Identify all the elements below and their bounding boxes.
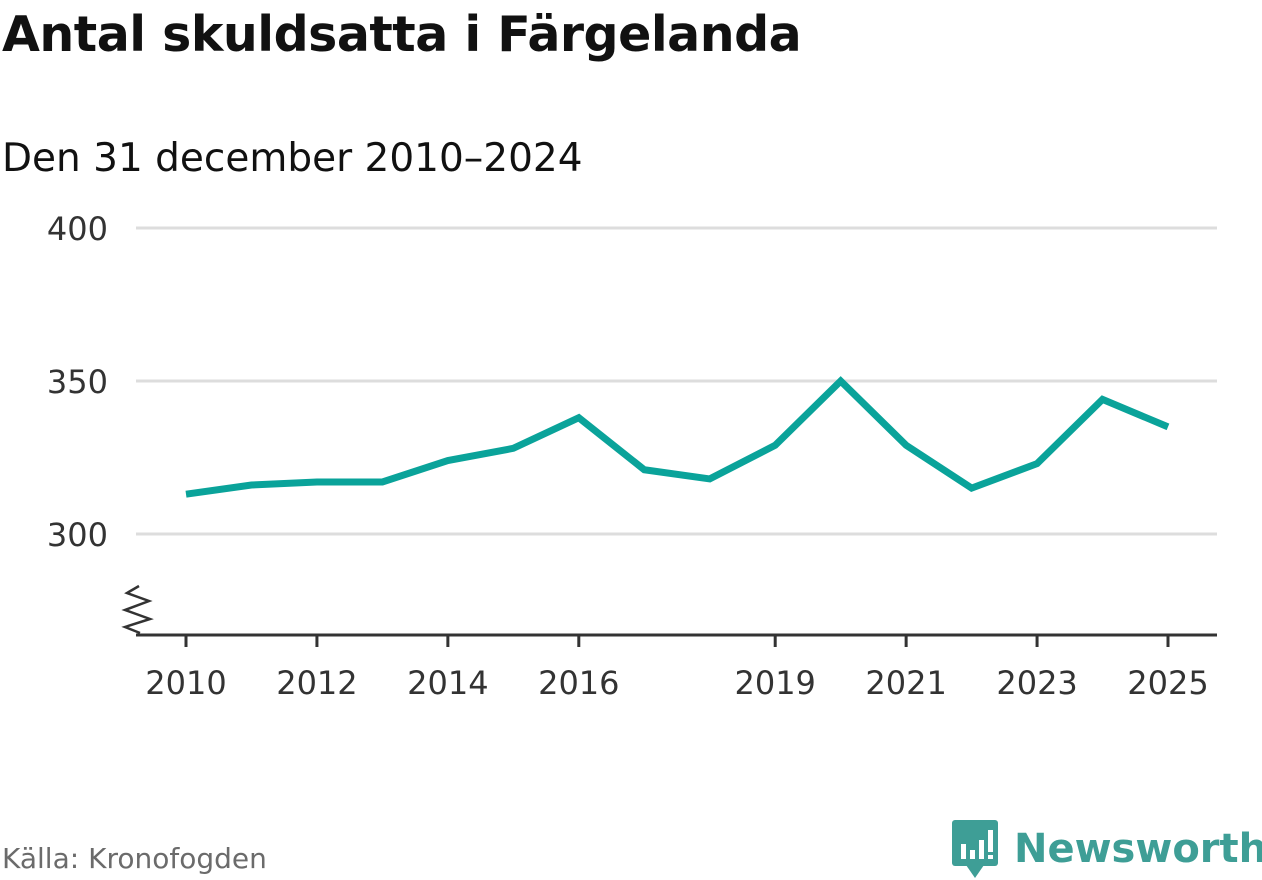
x-tick-label: 2025 [1127, 664, 1208, 702]
brand-logo: Newsworthy [950, 818, 1262, 880]
y-tick-label: 400 [47, 210, 108, 248]
chart-subtitle: Den 31 december 2010–2024 [2, 136, 583, 181]
x-tick-label: 2016 [538, 664, 619, 702]
x-tick-label: 2019 [734, 664, 815, 702]
newsworthy-logo-icon [952, 820, 998, 878]
x-tick-label: 2023 [996, 664, 1077, 702]
axis-break-icon [121, 584, 154, 635]
brand-name: Newsworthy [1014, 826, 1262, 872]
series-line [185, 376, 1170, 498]
chart-title: Antal skuldsatta i Färgelanda [2, 6, 802, 63]
x-tick-label: 2014 [407, 664, 488, 702]
y-tick-label: 300 [47, 516, 108, 554]
source-note: Källa: Kronofogden [2, 842, 267, 875]
x-tick-label: 2021 [865, 664, 946, 702]
y-tick-label: 350 [47, 363, 108, 401]
x-tick-label: 2012 [276, 664, 357, 702]
x-tick-label: 2010 [145, 664, 226, 702]
